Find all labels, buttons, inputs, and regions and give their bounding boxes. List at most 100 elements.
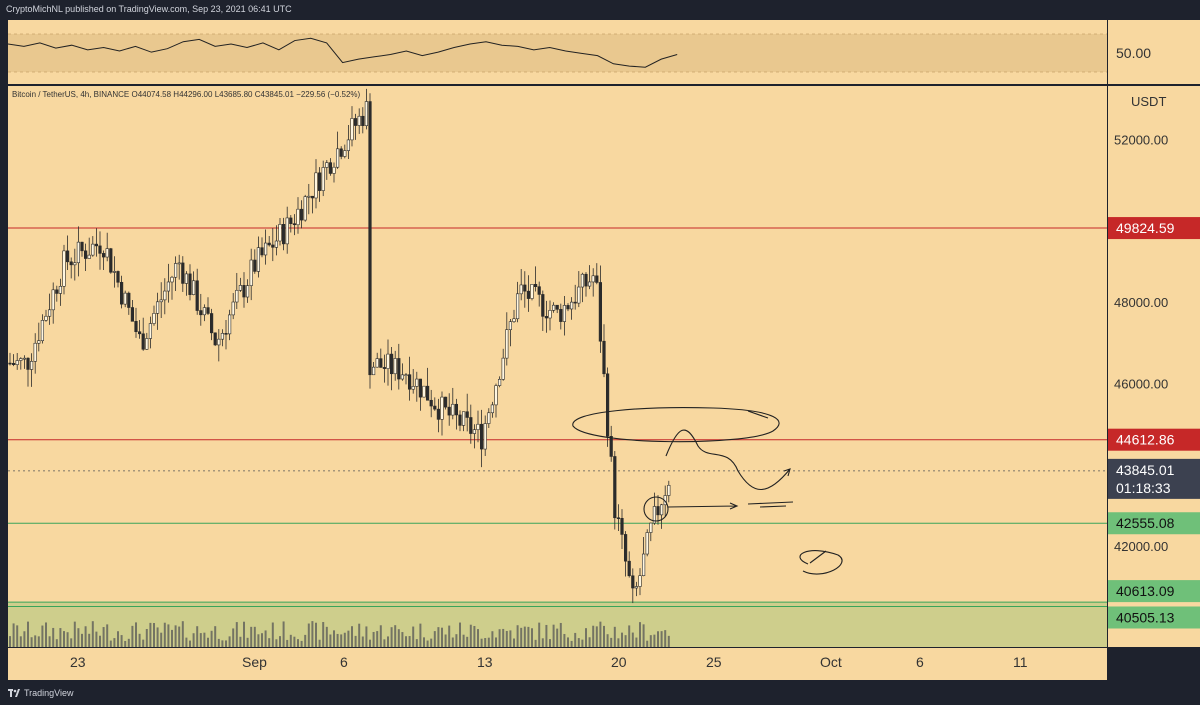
volume-bar	[261, 633, 263, 647]
volume-bar	[581, 639, 584, 647]
candle-body	[533, 284, 538, 287]
candle-body	[364, 101, 369, 126]
price-tag-label: 40613.09	[1116, 583, 1175, 599]
annotation-arrow	[667, 501, 794, 510]
candle-body	[80, 241, 84, 252]
candle-body	[577, 286, 581, 304]
volume-bar	[477, 629, 479, 647]
candle-body	[638, 575, 642, 587]
candle-body	[609, 436, 613, 457]
candle-body	[469, 417, 473, 434]
candle-body	[299, 208, 304, 221]
candle-body	[73, 262, 77, 266]
volume-bar	[304, 634, 307, 647]
candle-body	[523, 284, 527, 292]
candle-body	[472, 429, 477, 434]
volume-bar	[577, 638, 580, 647]
volume-bar	[174, 625, 177, 647]
candle-body	[623, 534, 628, 562]
candle-body	[490, 404, 495, 414]
candle-body	[519, 284, 523, 295]
volume-bar	[228, 636, 231, 647]
volume-bar	[336, 633, 339, 647]
candle-body	[105, 248, 109, 258]
volume-bar	[221, 640, 224, 647]
footer-bar: TradingView	[0, 681, 1200, 705]
volume-bar	[167, 624, 170, 647]
candle-body	[641, 553, 646, 576]
volume-bar	[556, 628, 559, 647]
candle-body	[634, 586, 638, 589]
candle-body	[389, 353, 394, 375]
volume-bar	[649, 635, 652, 647]
candle-body	[141, 333, 145, 350]
candle-body	[375, 358, 379, 368]
candle-body	[325, 162, 329, 168]
volume-bar	[664, 630, 667, 647]
candle-body	[112, 271, 116, 273]
x-tick-label: 6	[340, 654, 348, 670]
volume-bar	[455, 634, 458, 647]
volume-bar	[459, 622, 461, 647]
candle-body	[51, 289, 55, 311]
candle-body	[321, 167, 325, 191]
rsi-axis-labels: 50.00	[1116, 45, 1151, 61]
candle-body	[393, 358, 397, 375]
candle-body	[505, 329, 509, 359]
time-axis[interactable]: 23 Sep 6 13 20 25 Oct 6 11	[8, 648, 1107, 680]
volume-bar	[275, 639, 278, 647]
candle-body	[177, 262, 181, 265]
candle-body	[667, 485, 671, 496]
x-tick-label: 13	[477, 654, 493, 670]
price-pane[interactable]: Bitcoin / TetherUS, 4h, BINANCE O44074.5…	[8, 86, 1107, 647]
volume-bar	[27, 621, 29, 647]
candle-body	[267, 242, 271, 246]
candle-body	[652, 506, 656, 524]
volume-bar	[448, 625, 451, 647]
rsi-line	[8, 37, 678, 68]
price-tag-bg	[1108, 580, 1200, 603]
x-tick-label: 20	[611, 654, 627, 670]
candle-body	[537, 286, 541, 295]
price-axis[interactable]: USDT 52000.00 48000.00 46000.00 42000.00 4982…	[1108, 86, 1200, 647]
volume-bar	[210, 630, 213, 647]
candle-body	[465, 411, 469, 418]
price-tag-label: 44612.86	[1116, 432, 1175, 448]
volume-bar	[592, 625, 595, 647]
candle-body	[69, 261, 73, 266]
volume-bar	[372, 631, 375, 647]
rsi-axis[interactable]: 50.00	[1108, 20, 1200, 84]
volume-bar	[433, 631, 436, 647]
candle-body	[235, 289, 239, 303]
candle-body	[37, 340, 41, 344]
volume-bar	[77, 628, 80, 647]
volume-bar	[271, 622, 274, 647]
candle-body	[249, 259, 253, 286]
candle-body	[433, 405, 437, 410]
candle-body	[595, 275, 599, 283]
volume-bar	[570, 640, 573, 647]
rsi-pane[interactable]	[8, 20, 1107, 84]
price-tag-bg	[1108, 512, 1200, 535]
candle-body	[483, 423, 487, 450]
candle-body	[213, 332, 217, 346]
candle-body	[184, 273, 189, 284]
candle-body	[152, 313, 156, 324]
candle-body	[238, 285, 243, 291]
volume-bar	[610, 637, 613, 647]
candle-body	[350, 118, 354, 141]
annotation-ellipse	[572, 407, 780, 443]
candle-body	[559, 309, 563, 322]
candle-body	[210, 313, 214, 334]
candle-body	[656, 506, 660, 516]
volume-bar	[117, 631, 119, 647]
volume-bar	[502, 628, 505, 647]
volume-bar	[9, 636, 11, 647]
candle-body	[425, 385, 430, 401]
change-value: −229.56 (−0.52%)	[296, 90, 361, 99]
candle-body	[134, 321, 138, 333]
volume-bar	[268, 638, 271, 647]
volume-bar	[657, 631, 659, 647]
volume-bar	[264, 630, 267, 647]
volume-bar	[426, 640, 429, 647]
